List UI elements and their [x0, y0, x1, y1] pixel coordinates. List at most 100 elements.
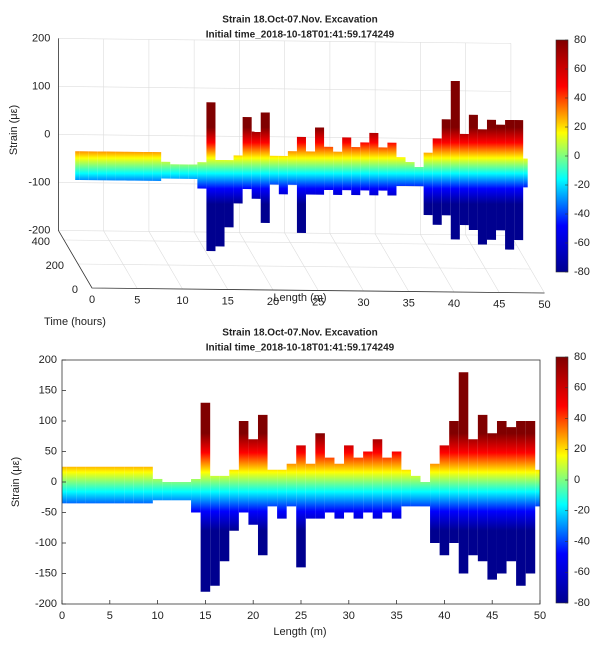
- strain-strip: [535, 469, 540, 507]
- strain-strip: [353, 457, 364, 519]
- strain-strip: [152, 478, 163, 501]
- strain-strip: [420, 482, 431, 507]
- strain-strip: [115, 151, 125, 181]
- x-tick-label: 45: [493, 298, 505, 310]
- colorbar-tick-label: -40: [574, 208, 590, 220]
- x-tick-label: 35: [403, 297, 415, 309]
- strain-strip: [360, 142, 370, 191]
- strain-strip: [124, 151, 135, 181]
- strain-strip: [305, 151, 316, 195]
- colorbar-tick-label: -80: [574, 597, 590, 609]
- chart-title: Strain 18.Oct-07.Nov. Excavation: [222, 15, 377, 26]
- plot-area: [62, 372, 540, 592]
- colorbar-tick-label: 80: [574, 34, 586, 46]
- colorbar-tick-label: -40: [574, 535, 590, 547]
- y-tick-label: -150: [35, 567, 57, 579]
- z-tick-label: 200: [46, 260, 64, 272]
- strain-strip: [66, 466, 77, 504]
- strain-strip: [188, 164, 198, 179]
- strain-strip: [85, 466, 96, 504]
- strain-strip: [432, 138, 442, 225]
- strain-strip: [215, 159, 225, 247]
- colorbar-tick-label: 20: [574, 443, 586, 455]
- strain-strip: [229, 469, 239, 531]
- strain-strip: [342, 137, 352, 191]
- strain-strip: [79, 151, 89, 181]
- x-axis-label: Length (m): [273, 626, 326, 638]
- x-tick-label: 50: [534, 610, 546, 622]
- y-tick-label: -50: [41, 506, 57, 518]
- strain-strip: [277, 469, 287, 519]
- z-tick-label: 0: [72, 284, 78, 296]
- strain-strip: [219, 475, 230, 562]
- x-tick-label: 5: [134, 294, 140, 306]
- colorbar-tick-label: -20: [574, 179, 590, 191]
- grid-line: [148, 39, 183, 290]
- colorbar-tick-label: 20: [574, 121, 586, 133]
- strain-strip: [423, 152, 433, 216]
- strain-strip: [200, 402, 211, 592]
- colorbar-tick-label: 40: [574, 92, 586, 104]
- strain-strip: [152, 152, 162, 181]
- y-tick-label: -200: [28, 224, 50, 236]
- colorbar-tick-label: 60: [574, 63, 586, 75]
- strain-strip: [124, 466, 134, 504]
- y-tick-label: 100: [39, 415, 57, 427]
- strain-strip: [88, 151, 98, 181]
- colorbar-tick-label: 60: [574, 382, 586, 394]
- x-tick-label: 15: [199, 610, 211, 622]
- x-tick-label: 5: [107, 610, 113, 622]
- colorbar-tick-label: -60: [574, 566, 590, 578]
- x-tick-label: 45: [486, 610, 498, 622]
- strain-strip: [414, 166, 424, 187]
- strain-strip: [505, 119, 515, 250]
- strain-strip: [372, 439, 383, 519]
- colorbar-tick-label: 0: [574, 150, 580, 162]
- strain-strip: [238, 421, 249, 513]
- x-tick-label: 30: [357, 297, 369, 309]
- strain-strip: [76, 466, 86, 504]
- strain-strip: [449, 421, 459, 543]
- x-tick-label: 0: [89, 294, 95, 306]
- y-tick-label: 200: [32, 32, 50, 44]
- colorbar-tick-label: 80: [574, 351, 586, 363]
- chart-subtitle: Initial time_2018-10-18T01:41:59.174249: [206, 343, 395, 354]
- strain-strip: [387, 142, 397, 196]
- strain-strip: [401, 469, 411, 507]
- strain-strip: [315, 127, 325, 195]
- strain-strip: [305, 463, 316, 519]
- strain-strip: [162, 482, 172, 501]
- strain-strip: [441, 119, 451, 216]
- strain-strip: [210, 475, 220, 586]
- z-tick-label: 400: [32, 236, 50, 248]
- strain-strip: [315, 433, 325, 519]
- z-axis-label: Time (hours): [44, 316, 106, 328]
- strain-strip: [430, 463, 440, 543]
- grid-line: [465, 42, 500, 293]
- y-tick-label: 0: [44, 128, 50, 140]
- colorbar-tick-label: -80: [574, 266, 590, 278]
- strain-strip: [248, 439, 258, 525]
- strain-strip: [351, 147, 361, 196]
- colorbar-tick-label: -60: [574, 237, 590, 249]
- grid-line: [193, 39, 229, 290]
- strain-strip: [496, 421, 507, 574]
- strain-strip: [344, 445, 354, 513]
- strain-strip: [75, 151, 80, 181]
- strain-strip: [410, 475, 421, 507]
- x-tick-label: 35: [390, 610, 402, 622]
- colorbar-tick-label: 40: [574, 412, 586, 424]
- strain-strip: [97, 151, 107, 181]
- strain-strip: [324, 457, 335, 513]
- strain-strip: [396, 157, 406, 187]
- strain-strip: [105, 466, 115, 504]
- strain-strip: [523, 158, 528, 188]
- strain-strip: [405, 162, 415, 187]
- strain-strip: [506, 427, 517, 562]
- strain-strip: [170, 164, 180, 179]
- grid-line: [103, 38, 138, 289]
- strain-strip: [278, 155, 288, 195]
- strain-strip: [134, 151, 144, 181]
- x-tick-label: 20: [267, 296, 279, 308]
- colorbar-tick-label: -20: [574, 505, 590, 517]
